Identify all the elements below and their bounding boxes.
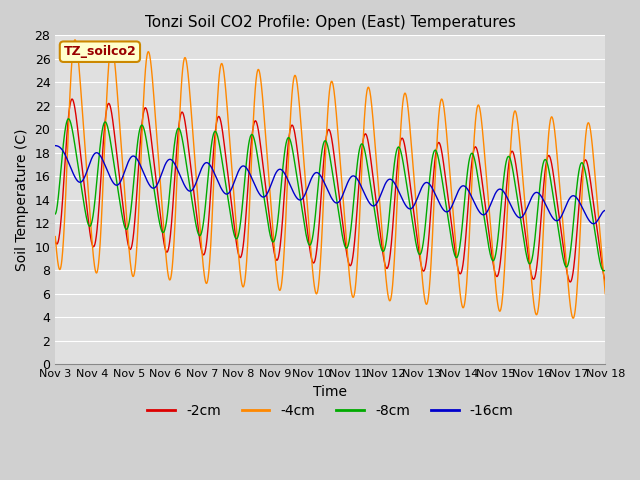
Title: Tonzi Soil CO2 Profile: Open (East) Temperatures: Tonzi Soil CO2 Profile: Open (East) Temp… [145, 15, 516, 30]
Legend: -2cm, -4cm, -8cm, -16cm: -2cm, -4cm, -8cm, -16cm [141, 398, 519, 423]
Y-axis label: Soil Temperature (C): Soil Temperature (C) [15, 129, 29, 271]
Text: TZ_soilco2: TZ_soilco2 [63, 45, 136, 58]
X-axis label: Time: Time [314, 385, 348, 399]
